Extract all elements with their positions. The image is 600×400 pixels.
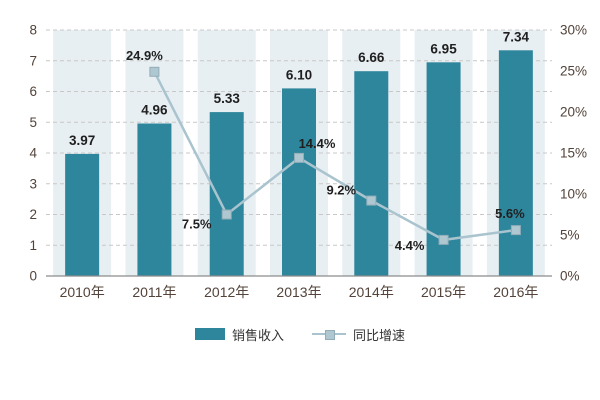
right-axis-tick: 20% (560, 105, 587, 120)
growth-value-label: 14.4% (299, 136, 336, 151)
line-swatch-icon (312, 328, 346, 340)
left-axis-tick: 8 (29, 23, 37, 38)
growth-value-label: 9.2% (326, 183, 356, 198)
x-axis-label: 2015年 (421, 284, 466, 300)
revenue-bar (137, 123, 172, 276)
bar-swatch-icon (194, 328, 225, 340)
bar-value-label: 5.33 (214, 91, 241, 106)
legend-label-revenue: 销售收入 (231, 327, 284, 343)
x-axis-label: 2011年 (132, 284, 176, 300)
revenue-bar (354, 71, 389, 276)
growth-value-label: 24.9% (126, 48, 163, 63)
right-axis-tick: 10% (560, 187, 587, 202)
x-axis-label: 2014年 (349, 284, 394, 300)
left-axis-tick: 7 (29, 53, 37, 68)
revenue-bar (65, 153, 100, 276)
growth-line (153, 71, 517, 242)
bar-value-label: 4.96 (141, 103, 168, 118)
bar-value-label: 6.95 (430, 41, 457, 56)
bar-value-label: 6.66 (358, 50, 385, 65)
left-axis-tick: 2 (29, 207, 37, 222)
x-axis-label: 2010年 (60, 284, 105, 300)
growth-marker (221, 209, 232, 220)
left-axis-tick: 1 (29, 238, 37, 253)
right-axis-tick: 30% (560, 23, 587, 38)
right-axis-tick: 15% (560, 146, 587, 161)
bar-value-label: 6.10 (286, 67, 312, 82)
left-axis-tick: 5 (29, 115, 37, 130)
right-axis-tick: 5% (560, 228, 580, 243)
revenue-bar (209, 112, 244, 276)
legend-item-growth: 同比增速 (312, 325, 405, 344)
left-axis-tick: 4 (29, 146, 37, 161)
revenue-bar (282, 88, 316, 277)
growth-marker (149, 66, 160, 77)
right-axis-tick: 25% (560, 64, 587, 79)
growth-marker (510, 225, 521, 236)
left-axis-tick: 3 (29, 176, 37, 191)
bar-value-label: 3.97 (69, 133, 95, 148)
growth-marker (366, 195, 377, 206)
growth-value-label: 5.6% (495, 206, 525, 221)
legend-item-revenue: 销售收入 (194, 325, 284, 344)
left-axis-tick: 0 (29, 269, 37, 284)
growth-marker (294, 152, 304, 163)
x-axis-label: 2012年 (204, 284, 249, 300)
bar-value-label: 7.34 (503, 29, 530, 44)
left-axis-tick: 6 (29, 84, 37, 99)
growth-marker (438, 234, 449, 245)
growth-value-label: 7.5% (182, 217, 212, 232)
revenue-bar (498, 50, 533, 276)
legend-label-growth: 同比增速 (353, 327, 406, 343)
chart-legend: 销售收入 同比增速 (0, 322, 600, 346)
right-axis-tick: 0% (560, 269, 580, 284)
x-axis-label: 2016年 (493, 284, 538, 300)
x-axis-label: 2013年 (276, 284, 321, 300)
growth-value-label: 4.4% (395, 238, 425, 253)
